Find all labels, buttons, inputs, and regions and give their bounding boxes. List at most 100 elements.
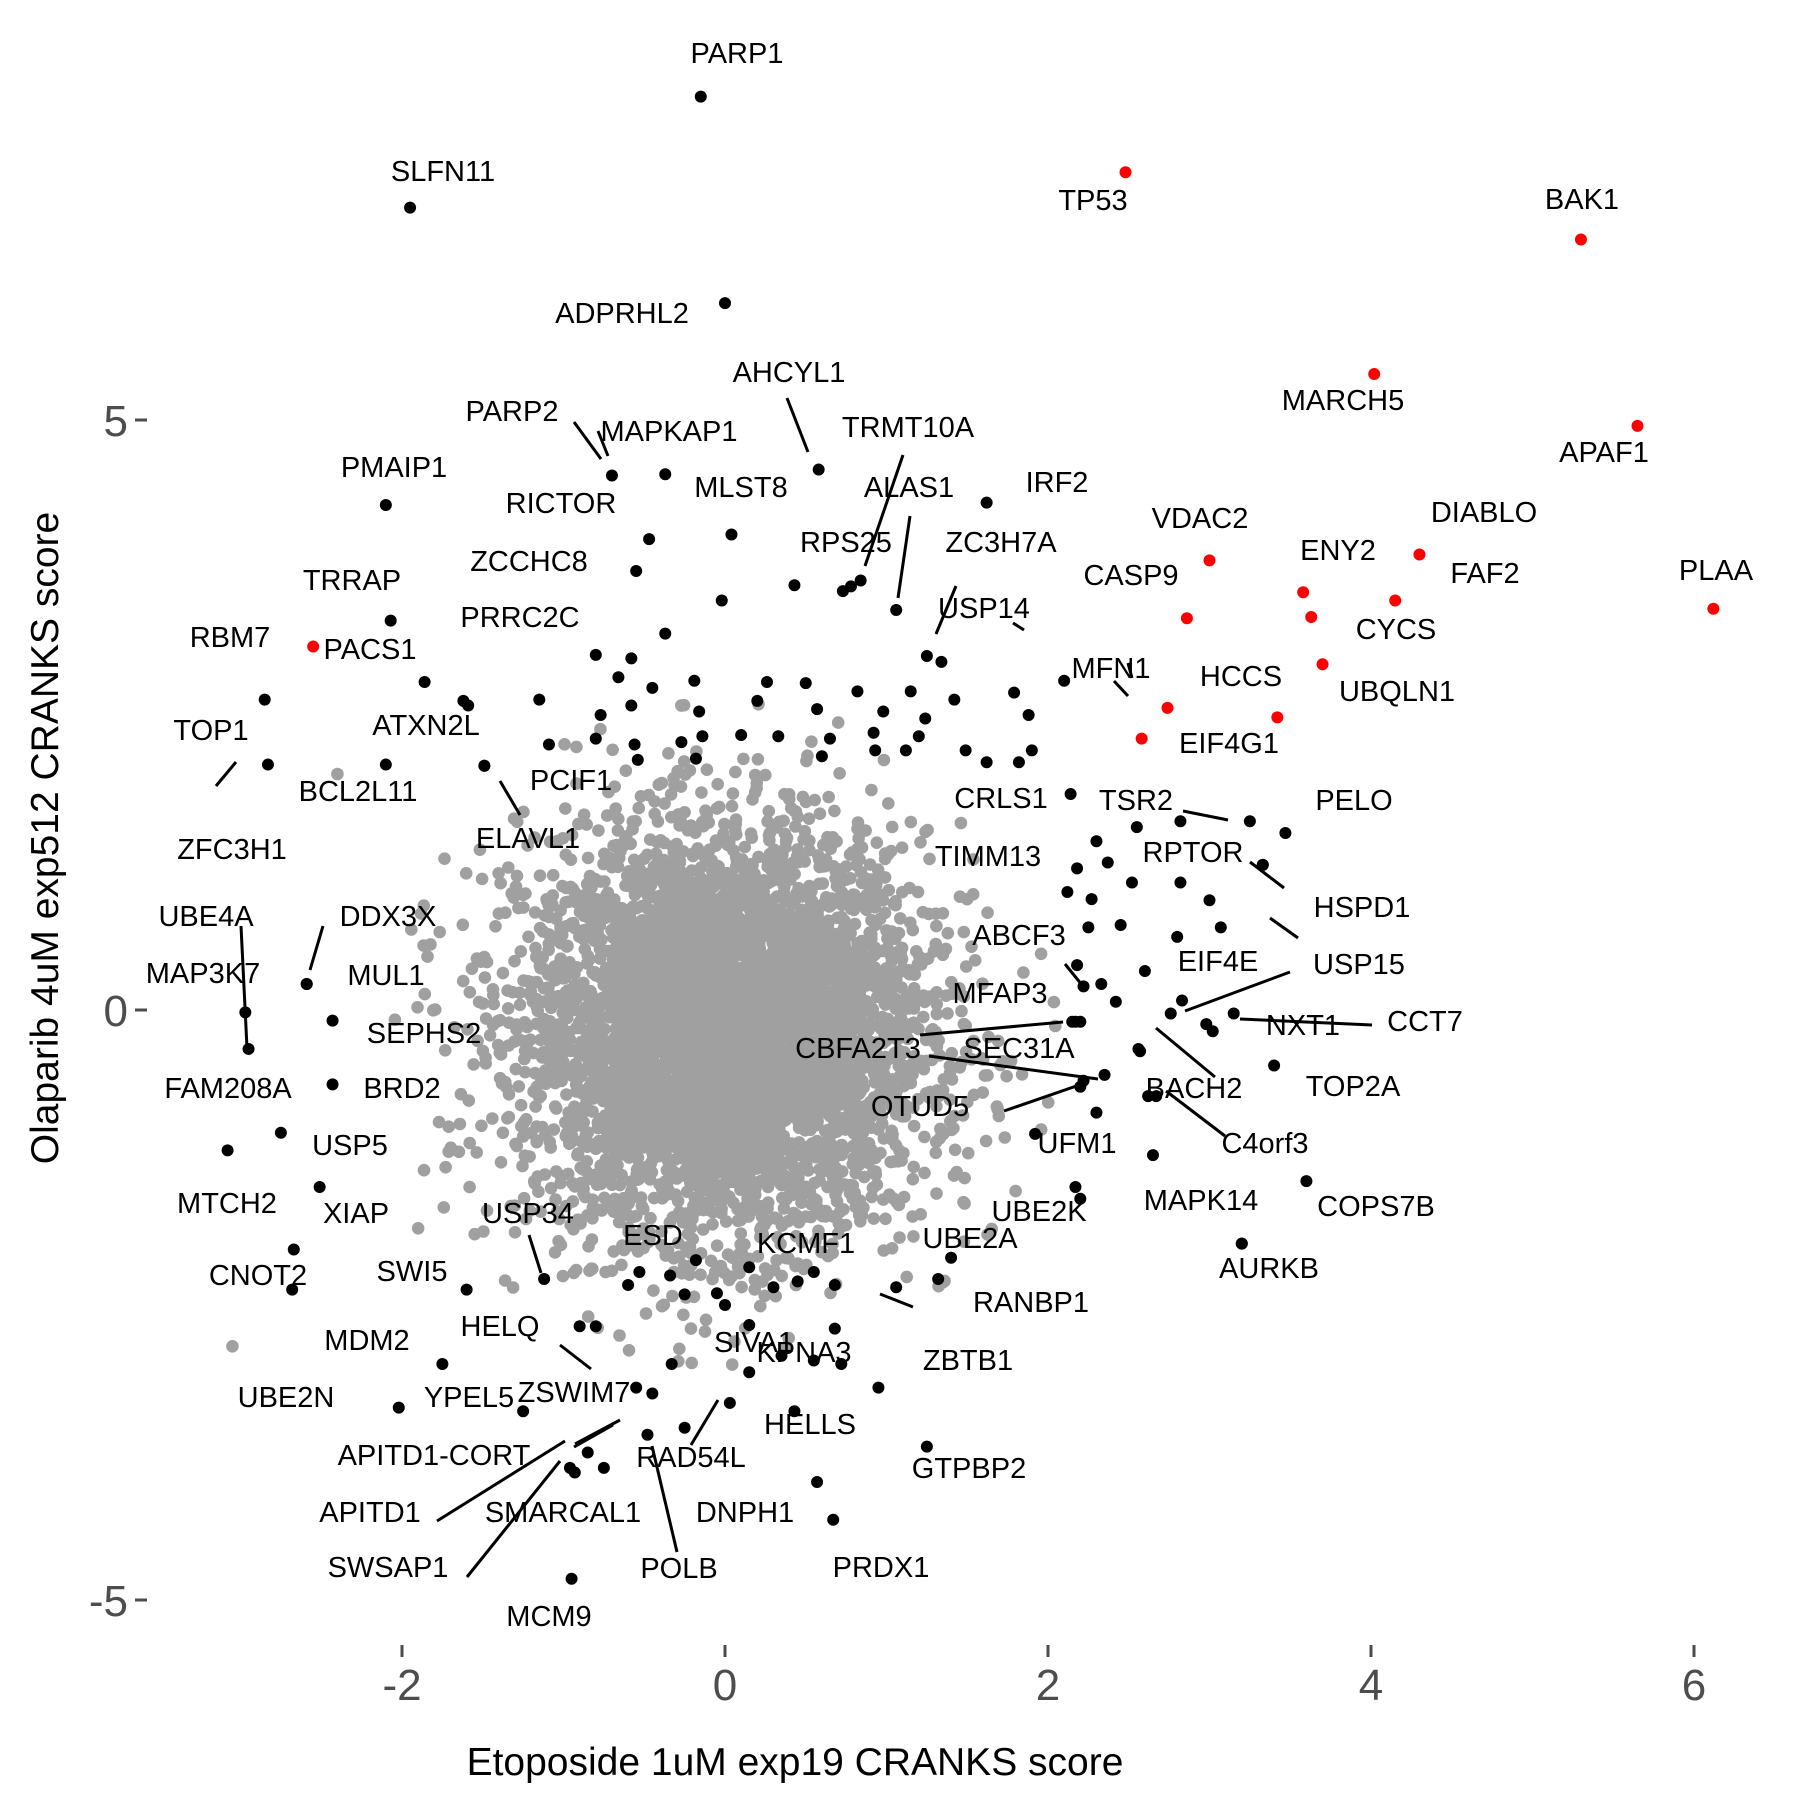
background-point: [772, 866, 786, 880]
background-point: [543, 835, 557, 849]
background-point: [889, 1138, 903, 1152]
background-point: [611, 1009, 624, 1022]
background-point: [647, 1191, 661, 1205]
background-point: [887, 1192, 900, 1205]
background-point: [599, 962, 613, 975]
background-point: [560, 1011, 574, 1025]
background-point: [655, 1225, 668, 1238]
background-point: [532, 1185, 545, 1198]
background-point: [508, 1226, 522, 1239]
background-point: [730, 1019, 744, 1033]
background-point: [800, 963, 813, 976]
background-point: [748, 1273, 762, 1287]
background-point: [728, 1335, 741, 1348]
background-point: [502, 1016, 516, 1029]
background-point: [722, 1273, 736, 1287]
background-point: [758, 1289, 771, 1303]
background-point: [914, 1208, 927, 1221]
background-point: [847, 1118, 860, 1132]
background-point: [770, 890, 784, 904]
background-point: [831, 716, 845, 729]
background-point: [945, 975, 958, 989]
background-point: [783, 1061, 797, 1074]
background-point: [549, 1165, 563, 1178]
background-point: [531, 1004, 545, 1018]
background-point: [741, 1050, 755, 1063]
background-point: [750, 776, 764, 790]
background-point: [891, 965, 904, 979]
background-point: [785, 898, 798, 911]
background-point: [923, 852, 936, 866]
background-point: [761, 909, 774, 922]
background-point: [683, 951, 697, 965]
background-point: [696, 1223, 710, 1236]
background-point: [955, 1004, 968, 1018]
background-point: [699, 1313, 713, 1327]
background-point: [582, 1240, 595, 1253]
background-point: [527, 993, 541, 1006]
background-point: [554, 1238, 568, 1252]
background-point: [957, 925, 971, 939]
background-point: [568, 981, 582, 995]
background-point: [784, 868, 798, 882]
background-point: [492, 867, 505, 880]
background-point: [599, 911, 612, 925]
background-point: [639, 1307, 653, 1320]
background-point: [678, 1076, 691, 1089]
background-point: [581, 851, 595, 865]
background-point: [948, 1143, 962, 1157]
background-point: [613, 953, 627, 966]
background-point: [558, 738, 571, 751]
background-point: [661, 1153, 675, 1167]
background-point: [725, 1126, 738, 1140]
background-point: [521, 839, 534, 852]
background-point: [621, 1001, 635, 1014]
background-point: [710, 802, 724, 815]
background-point: [877, 1244, 890, 1257]
background-point: [686, 1135, 699, 1148]
background-point: [976, 1086, 989, 1099]
background-point: [694, 1199, 707, 1213]
background-point: [907, 1230, 920, 1243]
background-point: [711, 777, 724, 791]
background-point: [584, 1055, 597, 1069]
background-point: [508, 954, 521, 968]
background-point: [627, 1210, 640, 1224]
background-point: [804, 1079, 818, 1093]
background-point: [903, 967, 916, 981]
background-point: [795, 1196, 808, 1209]
background-point: [710, 967, 723, 981]
background-point: [619, 1122, 633, 1136]
background-point: [865, 928, 878, 941]
background-point: [748, 1283, 761, 1296]
background-point: [619, 879, 632, 892]
background-point: [998, 1131, 1012, 1144]
background-point: [684, 1175, 697, 1189]
background-point: [556, 879, 569, 893]
background-point: [632, 801, 645, 815]
background-point: [875, 1117, 889, 1130]
background-point: [978, 1069, 992, 1082]
background-point: [828, 804, 841, 818]
background-point: [607, 1245, 620, 1258]
background-point: [571, 1213, 585, 1226]
background-point: [585, 1262, 598, 1275]
background-point: [655, 1182, 669, 1196]
background-point: [822, 915, 836, 928]
background-point: [900, 988, 914, 1002]
background-point: [642, 1003, 655, 1017]
background-point: [586, 1201, 600, 1214]
background-point: [547, 1026, 561, 1039]
background-point: [442, 1120, 456, 1133]
background-point: [773, 1052, 787, 1065]
background-point: [939, 942, 953, 956]
background-point: [546, 868, 560, 882]
background-point: [849, 1108, 863, 1121]
background-point: [754, 1299, 767, 1313]
background-point: [686, 849, 700, 863]
background-point: [874, 1146, 887, 1160]
background-point: [417, 939, 430, 952]
background-point: [725, 799, 739, 813]
background-point: [707, 860, 721, 873]
background-point: [618, 1055, 631, 1068]
